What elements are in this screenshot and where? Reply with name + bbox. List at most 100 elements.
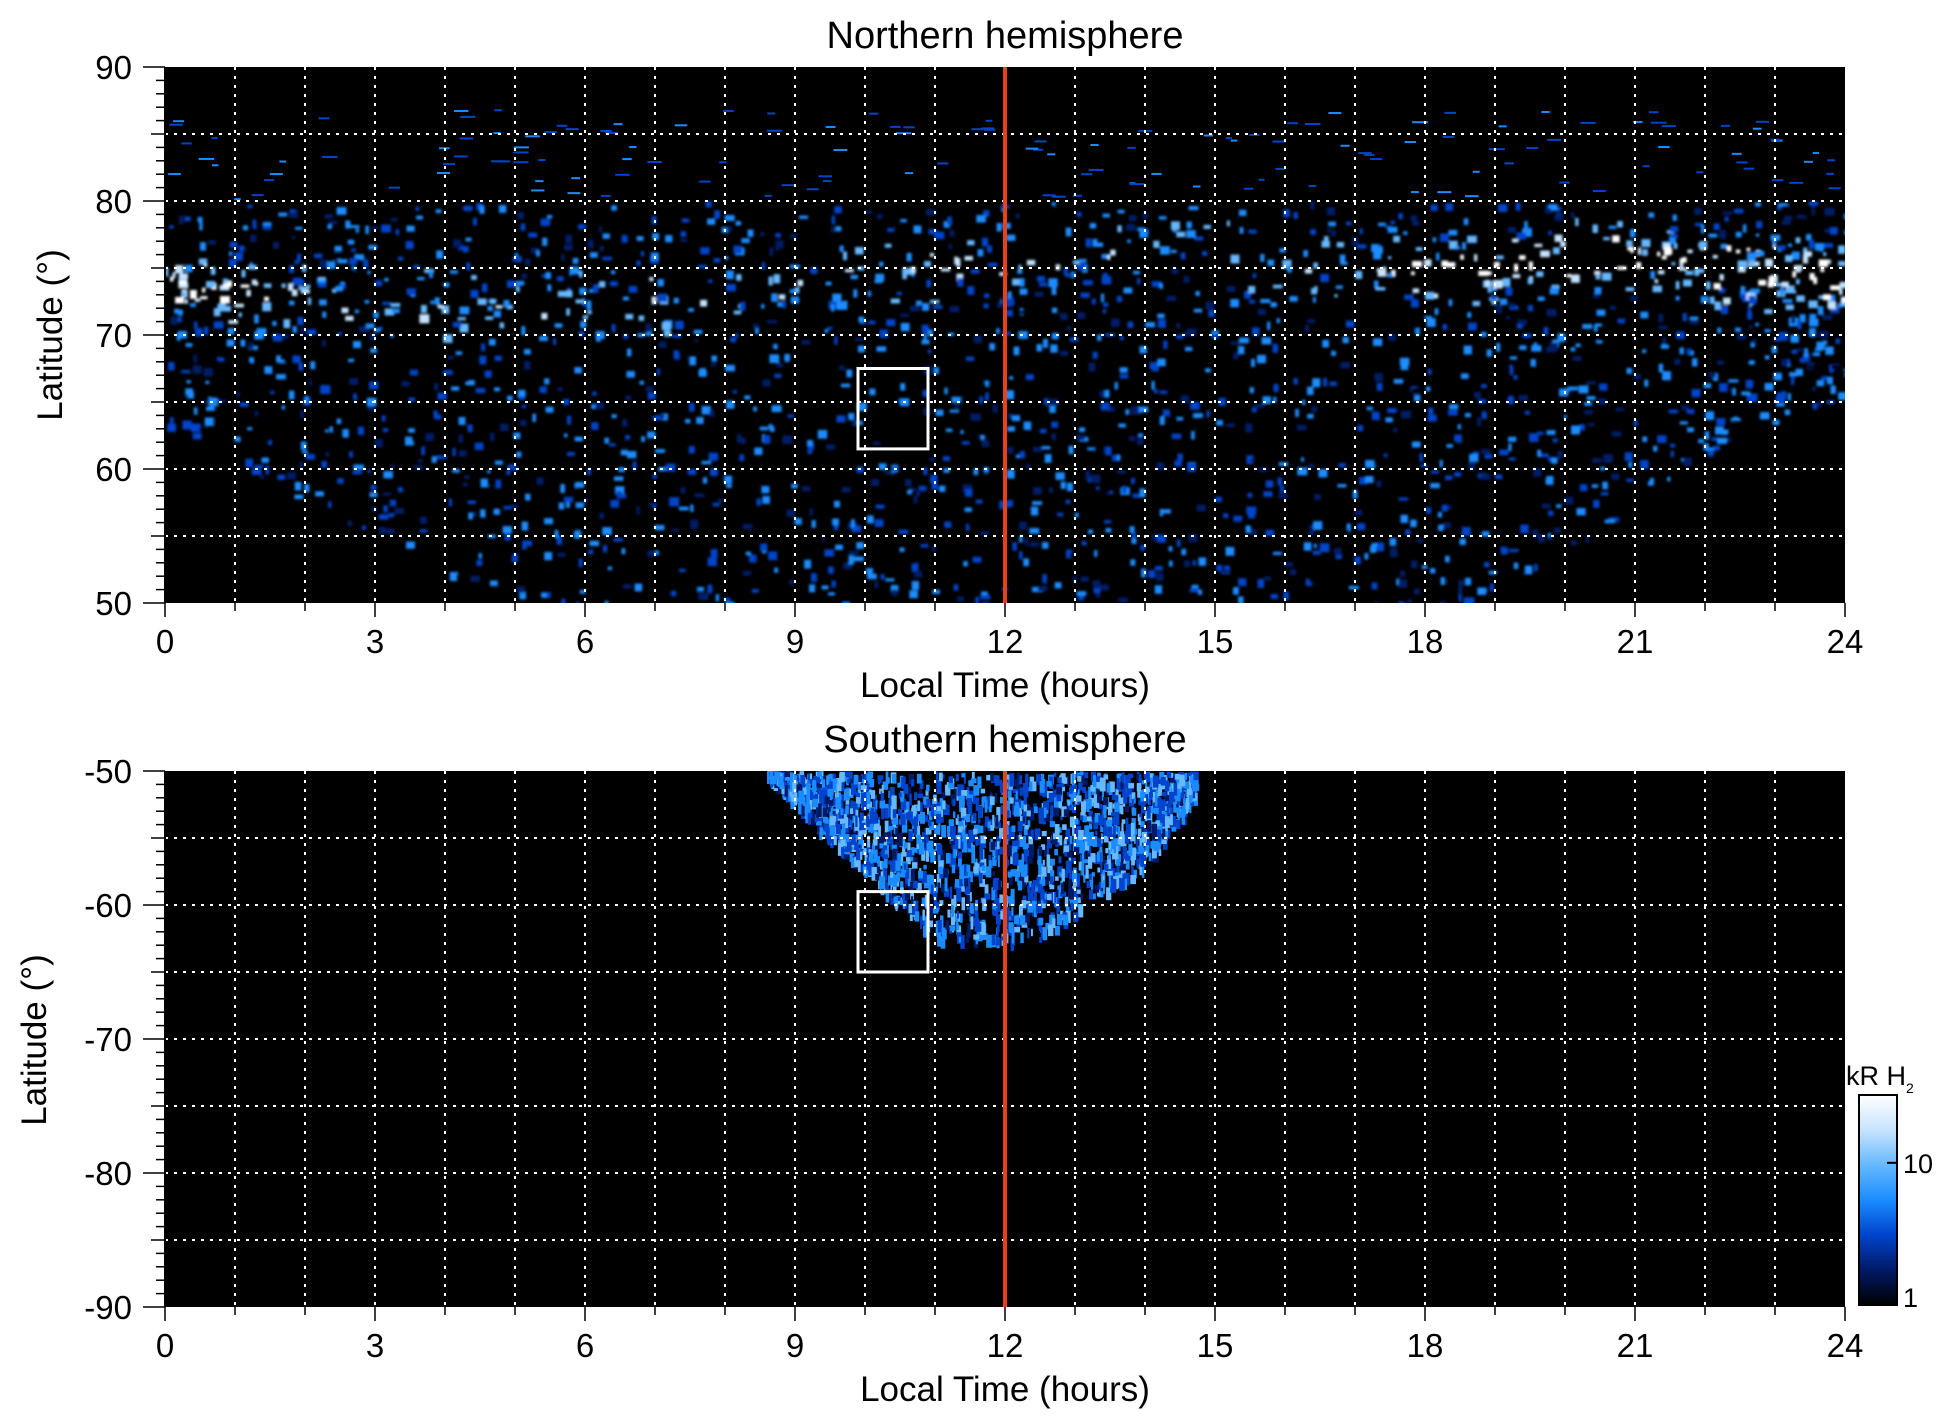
south-emission-pixel [1137,828,1142,837]
north-emission-pixel [984,128,996,131]
north-emission-pixel [1279,248,1286,253]
south-emission-pixel [1145,849,1150,857]
north-emission-pixel [911,581,920,590]
north-emission-pixel [1530,359,1537,367]
north-emission-pixel [1610,305,1616,310]
north-emission-pixel [900,383,906,391]
north-emission-pixel [1371,244,1379,253]
north-emission-pixel [1057,512,1064,517]
north-emission-pixel [269,173,283,176]
south-emission-pixel [1068,837,1072,851]
north-emission-pixel [1101,276,1112,285]
north-emission-pixel [1682,313,1687,322]
north-emission-pixel [494,355,502,361]
north-emission-pixel [1504,162,1514,165]
south-emission-pixel [917,802,923,813]
north-emission-pixel [654,524,665,531]
north-emission-pixel [1047,153,1056,156]
south-emission-pixel [1027,787,1031,792]
north-emission-pixel [1465,597,1475,603]
north-emission-pixel [826,444,835,450]
north-emission-pixel [181,370,191,374]
north-emission-pixel [1771,346,1778,354]
south-emission-pixel [957,828,962,842]
north-emission-pixel [1377,269,1387,277]
north-emission-pixel [464,475,470,480]
north-emission-pixel [1188,205,1199,211]
north-emission-pixel [374,328,381,333]
north-emission-pixel [1796,215,1807,219]
north-emission-pixel [322,311,327,318]
north-emission-pixel [556,535,563,545]
north-emission-pixel [843,562,853,570]
south-emission-pixel [1044,804,1049,818]
north-emission-pixel [1831,364,1842,370]
north-emission-pixel [700,299,708,307]
north-emission-pixel [1648,212,1655,218]
north-emission-pixel [1726,245,1732,252]
north-emission-pixel [981,440,990,447]
north-emission-pixel [514,280,525,286]
north-emission-pixel [198,157,215,160]
north-emission-pixel [1068,445,1074,455]
north-emission-pixel [884,243,892,248]
north-emission-pixel [1779,287,1784,297]
north-emission-pixel [1430,482,1440,489]
north-emission-pixel [578,597,585,603]
north-emission-pixel [1272,343,1279,353]
north-emission-pixel [1591,484,1599,488]
north-emission-pixel [441,305,450,314]
north-emission-pixel [1382,445,1390,455]
north-emission-pixel [1192,492,1201,498]
south-emission-pixel [968,780,974,787]
north-emission-pixel [179,215,184,225]
north-emission-pixel [1398,213,1403,220]
south-emission-pixel [1077,897,1081,904]
north-emission-pixel [1716,418,1726,426]
north-emission-pixel [1012,415,1021,422]
north-emission-pixel [1399,357,1410,366]
north-emission-pixel [1474,391,1481,399]
north-emission-pixel [1328,221,1336,227]
y-tick-label: 80 [95,183,132,220]
north-emission-pixel [1593,293,1600,299]
north-emission-pixel [840,383,851,388]
north-emission-pixel [394,507,404,515]
south-emission-pixel [833,826,839,835]
north-emission-pixel [1115,454,1121,461]
north-emission-pixel [1585,534,1590,543]
north-emission-pixel [1716,360,1724,365]
north-emission-pixel [1157,313,1165,319]
north-emission-pixel [535,180,544,183]
north-emission-pixel [1094,446,1105,454]
north-emission-pixel [1611,431,1622,437]
north-emission-pixel [1552,438,1558,443]
north-emission-pixel [1445,555,1450,563]
north-emission-pixel [1195,427,1206,431]
north-emission-pixel [586,310,592,315]
north-emission-pixel [525,135,540,138]
north-emission-pixel [1531,529,1539,538]
north-emission-pixel [1650,271,1656,279]
south-emission-pixel [960,807,967,819]
north-emission-pixel [848,412,855,421]
north-emission-pixel [1486,349,1492,357]
north-emission-pixel [567,192,581,195]
north-emission-pixel [217,303,226,312]
north-emission-pixel [1411,441,1421,448]
north-emission-pixel [1176,416,1184,421]
north-emission-pixel [1010,296,1014,306]
north-emission-pixel [1099,390,1105,398]
north-emission-pixel [1346,523,1351,532]
south-emission-pixel [944,784,951,796]
north-emission-pixel [1792,271,1796,278]
north-emission-pixel [791,483,798,489]
north-emission-pixel [599,512,605,519]
south-emission-pixel [903,863,907,870]
north-emission-pixel [931,546,937,552]
north-emission-pixel [1168,415,1178,423]
north-emission-pixel [234,198,241,201]
north-emission-pixel [1543,327,1549,336]
y-tick-label: 50 [95,585,132,622]
north-emission-pixel [1126,239,1131,243]
